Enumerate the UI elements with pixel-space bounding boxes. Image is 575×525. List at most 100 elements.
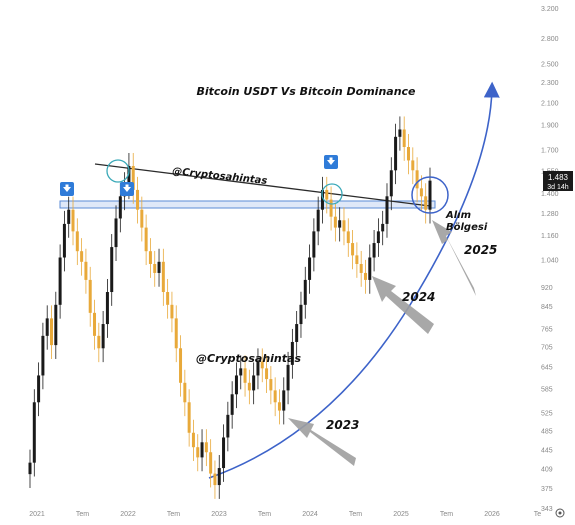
candle-body xyxy=(148,251,152,264)
y-tick-label: 375 xyxy=(541,486,553,493)
y-tick-label: 3.200 xyxy=(541,6,559,13)
candle-body xyxy=(32,402,36,463)
label-bolgesi: Bölgesi xyxy=(446,222,488,233)
chart-title: Bitcoin USDT Vs Bitcoin Dominance xyxy=(196,85,416,98)
candle-body xyxy=(200,442,204,458)
x-tick-label: 2026 xyxy=(484,511,500,518)
x-tick-label: 2023 xyxy=(211,511,227,518)
candle-body xyxy=(222,437,226,469)
settings-icon[interactable] xyxy=(555,508,565,518)
highlight-circle-3 xyxy=(411,176,449,214)
highlight-circle-2 xyxy=(321,183,343,205)
candle-body xyxy=(320,189,324,210)
candle-body xyxy=(153,263,157,273)
candle-body xyxy=(299,304,303,325)
candle-body xyxy=(372,243,376,258)
candle-body xyxy=(234,375,238,395)
candle-body xyxy=(179,348,183,383)
x-tick-label: 2025 xyxy=(393,511,409,518)
y-tick-label: 1.040 xyxy=(541,258,559,265)
label-alim: Alım xyxy=(445,210,471,221)
candle-body xyxy=(136,189,140,210)
current-price-value: 1.483 xyxy=(548,173,569,182)
y-tick-label: 409 xyxy=(541,467,553,474)
candle-body xyxy=(226,414,230,438)
candles xyxy=(28,116,432,499)
x-tick-label: 2022 xyxy=(120,511,136,518)
y-tick-label: 1.900 xyxy=(541,123,559,130)
y-tick-label: 525 xyxy=(541,411,553,418)
gray-arrow-2024 xyxy=(372,276,434,334)
gray-arrow-2023 xyxy=(288,418,356,466)
candle-body xyxy=(37,375,41,403)
candle-body xyxy=(45,318,49,336)
candle-body xyxy=(209,452,213,474)
candle-body xyxy=(204,442,208,453)
candle-body xyxy=(273,390,277,403)
candle-body xyxy=(28,462,32,475)
candle-body xyxy=(394,136,398,171)
candle-body xyxy=(286,364,290,391)
candle-body xyxy=(170,304,174,319)
down-arrow-badge-1 xyxy=(60,182,74,196)
candle-body xyxy=(265,368,269,380)
candle-body xyxy=(316,209,320,232)
candle-body xyxy=(346,231,350,244)
x-tick-label: Tem xyxy=(349,511,362,518)
candle-body xyxy=(140,209,144,228)
candle-body xyxy=(230,394,234,415)
y-axis: 3.2002.8002.5002.3002.1001.9001.7001.550… xyxy=(541,6,559,513)
x-tick-label: Tem xyxy=(258,511,271,518)
candle-body xyxy=(84,261,88,280)
support-band xyxy=(59,200,436,209)
candle-body xyxy=(333,216,337,228)
y-tick-label: 1.700 xyxy=(541,148,559,155)
candle-body xyxy=(243,368,247,383)
y-tick-label: 343 xyxy=(541,506,553,513)
candle-body xyxy=(256,361,260,376)
candle-body xyxy=(80,251,84,262)
candle-body xyxy=(389,170,393,197)
rising-curve xyxy=(208,81,500,479)
candle-body xyxy=(290,341,294,365)
candle-body xyxy=(342,220,346,232)
y-tick-label: 765 xyxy=(541,326,553,333)
candle-body xyxy=(312,231,316,258)
x-tick-label: 2024 xyxy=(302,511,318,518)
x-tick-label: Tem xyxy=(76,511,89,518)
label-2025: 2025 xyxy=(464,243,497,257)
x-tick-label: Tem xyxy=(167,511,180,518)
candle-body xyxy=(325,189,329,200)
candle-body xyxy=(101,324,105,349)
candle-body xyxy=(114,218,118,248)
down-arrow-badge-3 xyxy=(324,155,338,169)
y-tick-label: 485 xyxy=(541,428,553,435)
candle-body xyxy=(93,312,97,336)
candle-body xyxy=(368,257,372,280)
candle-body xyxy=(213,473,217,486)
label-2024: 2024 xyxy=(402,290,435,304)
watermark-1: @Cryptosahintas xyxy=(172,166,268,187)
candle-body xyxy=(161,261,165,293)
x-tick-label: Te xyxy=(534,511,542,518)
candle-body xyxy=(157,261,161,273)
y-tick-label: 2.800 xyxy=(541,36,559,43)
candle-body xyxy=(144,227,148,252)
y-tick-label: 845 xyxy=(541,304,553,311)
y-tick-label: 645 xyxy=(541,365,553,372)
candle-body xyxy=(71,209,75,232)
y-tick-label: 1.280 xyxy=(541,211,559,218)
candle-body xyxy=(110,247,114,293)
candle-body xyxy=(411,160,415,171)
candle-body xyxy=(239,368,243,376)
down-arrow-badge-2 xyxy=(120,182,134,196)
candle-body xyxy=(50,318,54,346)
candle-body xyxy=(428,180,432,210)
x-tick-label: 2021 xyxy=(29,511,45,518)
candle-body xyxy=(105,292,109,325)
y-tick-label: 1.400 xyxy=(541,191,559,198)
candle-body xyxy=(191,432,195,448)
candle-body xyxy=(363,272,367,280)
descending-trendline xyxy=(94,163,431,207)
